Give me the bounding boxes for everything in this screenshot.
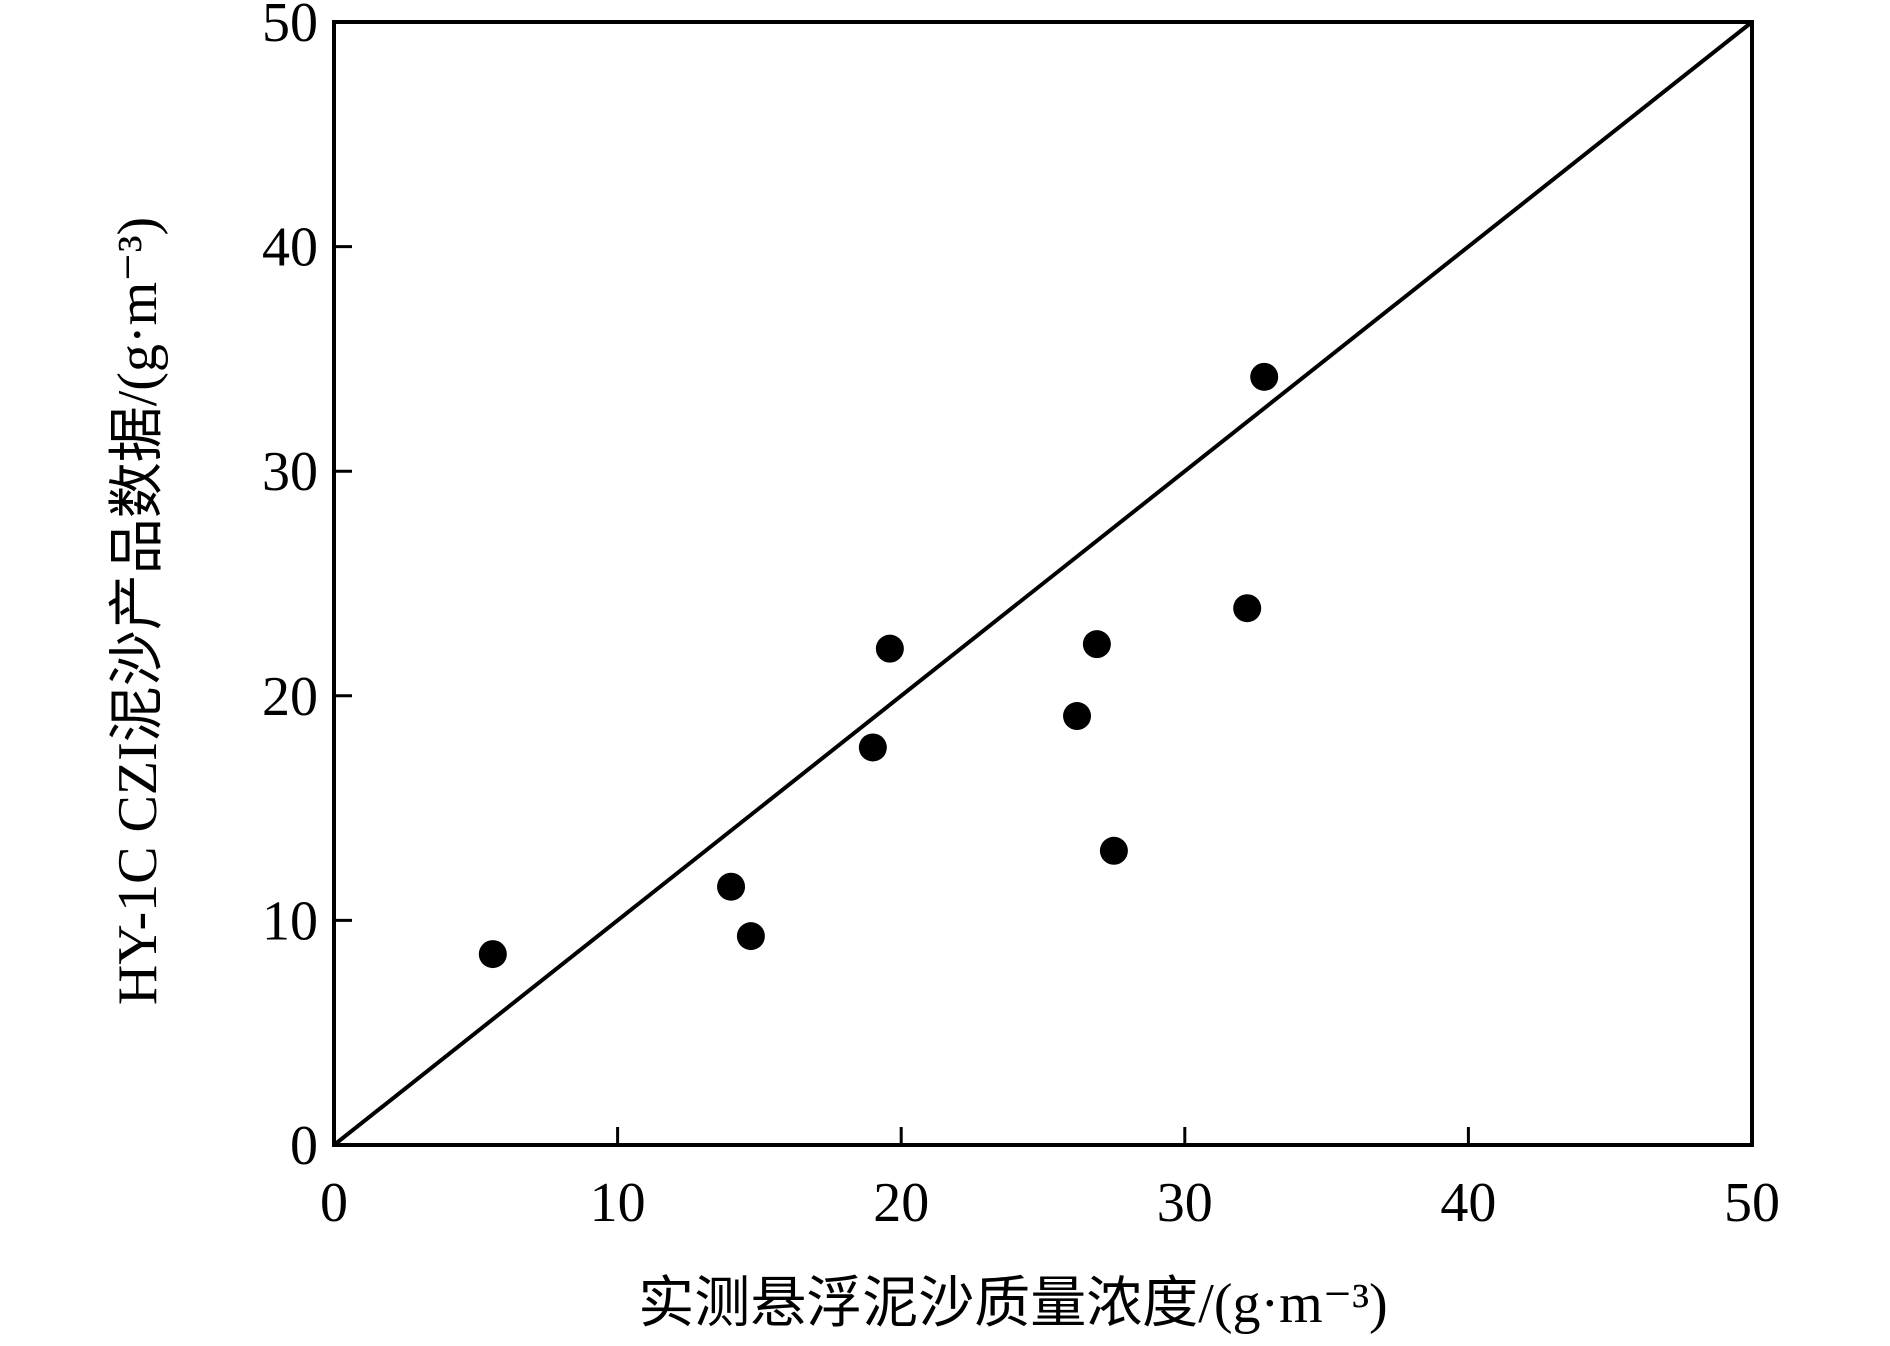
plot-frame <box>332 20 1754 1147</box>
x-tick-label: 50 <box>1724 1172 1780 1234</box>
y-axis-label: HY-1C CZI泥沙产品数据/(g·m⁻³) <box>107 217 169 1005</box>
data-point <box>1233 594 1262 623</box>
axis-ticks: 0 10 20 30 40 50 0 10 20 30 40 50 <box>262 0 1780 1234</box>
data-point <box>858 733 887 762</box>
x-tick-label: 0 <box>320 1172 348 1234</box>
data-point <box>875 634 904 663</box>
x-tick-label: 30 <box>1157 1172 1213 1234</box>
data-point <box>1063 702 1092 731</box>
data-point <box>1250 362 1279 391</box>
data-point <box>1082 630 1111 659</box>
plot-area <box>332 20 1754 1147</box>
data-point <box>1099 836 1128 865</box>
y-tick-label: 20 <box>262 666 318 728</box>
x-axis-label: 实测悬浮泥沙质量浓度/(g·m⁻³) <box>638 1273 1387 1335</box>
y-tick-label: 40 <box>262 217 318 279</box>
y-tick-label: 10 <box>262 890 318 952</box>
x-tick-label: 20 <box>873 1172 929 1234</box>
y-tick-label: 50 <box>262 0 318 54</box>
y-tick-label: 30 <box>262 441 318 503</box>
x-tick-label: 40 <box>1440 1172 1496 1234</box>
reference-line-1-to-1 <box>332 20 1754 1147</box>
data-point <box>736 922 765 951</box>
data-point <box>478 940 507 969</box>
x-tick-label: 10 <box>590 1172 646 1234</box>
y-tick-label: 0 <box>290 1115 318 1177</box>
data-point <box>717 872 746 901</box>
